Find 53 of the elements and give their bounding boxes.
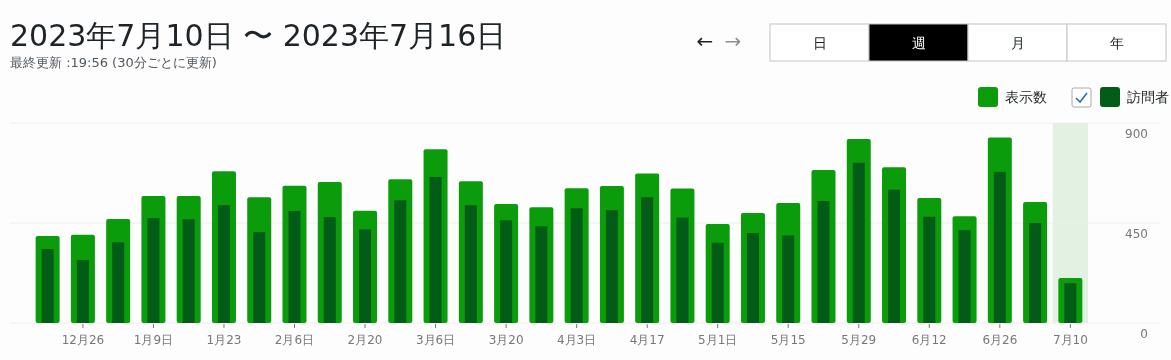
xtick: 6月12	[911, 333, 947, 347]
legend-label: 訪問者	[1127, 89, 1169, 105]
bar	[112, 242, 125, 323]
xtick: 5月29	[841, 333, 877, 347]
xtick: 2月20	[347, 333, 383, 347]
bar	[41, 249, 54, 323]
bar	[605, 210, 618, 323]
bar	[852, 162, 865, 323]
bar	[535, 226, 548, 323]
xtick: 4月3日	[557, 333, 597, 347]
bar	[641, 197, 654, 323]
xtick: 7月10	[1052, 333, 1088, 347]
xtick: 3月6日	[415, 333, 456, 347]
title: 2023年7月10日 〜 2023年7月16日	[10, 18, 507, 53]
bar	[217, 205, 230, 323]
bar	[782, 235, 795, 323]
controls: ← → 日 週 月 年	[696, 23, 1167, 62]
bar	[323, 217, 336, 323]
bar	[1064, 283, 1077, 323]
xtick: 12月26	[61, 333, 105, 347]
xtick: 1月9日	[133, 333, 174, 347]
ytick: 0	[1140, 327, 1148, 341]
xtick: 5月1日	[698, 333, 738, 347]
xtick: 3月20	[488, 333, 524, 347]
bar	[500, 220, 513, 323]
bar	[429, 177, 442, 323]
legend-label: 表示数	[1005, 89, 1047, 105]
bar	[359, 229, 372, 323]
bar	[570, 208, 583, 323]
bar	[817, 201, 830, 323]
bar	[676, 217, 689, 323]
xtick: 6月26	[982, 333, 1018, 347]
subtitle: 最終更新 :19:56 (30分ごとに更新)	[10, 55, 217, 70]
xtick: 2月6日	[274, 333, 315, 347]
xtick: 5月15	[770, 333, 806, 347]
bar	[288, 211, 301, 323]
bar	[464, 205, 477, 323]
bar	[76, 260, 89, 323]
bar	[253, 232, 266, 323]
bar	[993, 171, 1006, 323]
bar	[394, 200, 407, 323]
bar	[1029, 223, 1042, 323]
xtick: 1月23	[206, 333, 242, 347]
bar	[182, 219, 195, 323]
ytick: 450	[1125, 227, 1148, 241]
ytick: 900	[1125, 127, 1148, 141]
xtick: 4月17	[629, 333, 665, 347]
bar	[958, 230, 971, 323]
bar	[888, 189, 901, 323]
bar	[711, 242, 724, 323]
bar	[147, 218, 160, 323]
bar	[746, 233, 759, 323]
bar	[923, 216, 936, 323]
